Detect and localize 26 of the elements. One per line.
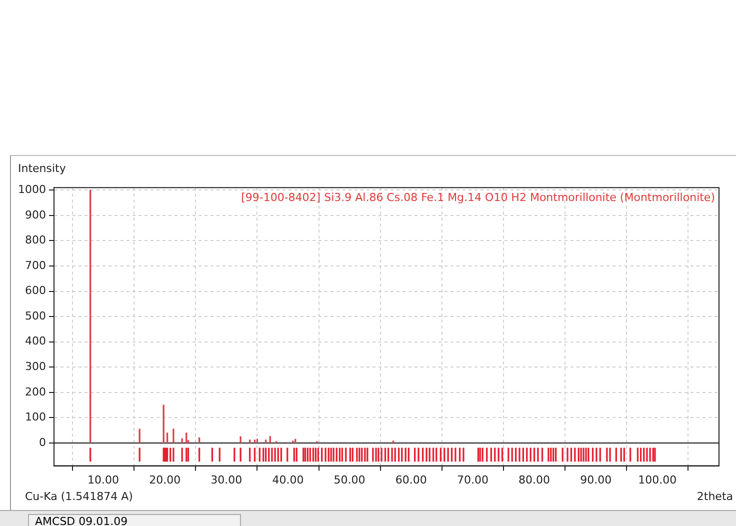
x-tick-label: 90.00 bbox=[580, 473, 612, 486]
y-tick-label: 600 bbox=[24, 284, 46, 298]
x-tick-label: 60.00 bbox=[395, 473, 427, 486]
y-tick-label: 300 bbox=[24, 360, 46, 374]
x-tick-label: 50.00 bbox=[334, 473, 366, 486]
y-tick-label: 0 bbox=[38, 436, 46, 449]
x-tick-label: 20.00 bbox=[149, 473, 181, 486]
y-tick-label: 900 bbox=[24, 208, 46, 222]
y-axis-title: Intensity bbox=[18, 162, 66, 175]
x-tick-label: 10.00 bbox=[88, 473, 120, 486]
x-axis-title: 2theta bbox=[696, 490, 733, 503]
x-tick-label: 70.00 bbox=[456, 473, 488, 486]
x-tick-label: 100.00 bbox=[638, 473, 677, 486]
chart-title: [99-100-8402] Si3.9 Al.86 Cs.08 Fe.1 Mg.14 O10 H2 Montmorillonite (Montmorillonite) bbox=[241, 190, 715, 204]
y-tick-label: 100 bbox=[24, 410, 46, 424]
text: AMCSD 09.01.09 bbox=[28, 514, 241, 526]
y-tick-label: 400 bbox=[24, 334, 46, 348]
y-tick-label: 500 bbox=[24, 309, 46, 322]
y-tick-label: 200 bbox=[24, 385, 46, 398]
x-tick-label: 80.00 bbox=[518, 473, 550, 486]
y-tick-label: 800 bbox=[24, 234, 46, 247]
x-tick-label: 30.00 bbox=[210, 473, 242, 486]
y-tick-label: 700 bbox=[24, 258, 46, 272]
text: Cu-Ka (1.541874 A) bbox=[25, 490, 133, 503]
y-tick-label: 1000 bbox=[18, 182, 46, 196]
x-tick-label: 40.00 bbox=[272, 473, 304, 486]
